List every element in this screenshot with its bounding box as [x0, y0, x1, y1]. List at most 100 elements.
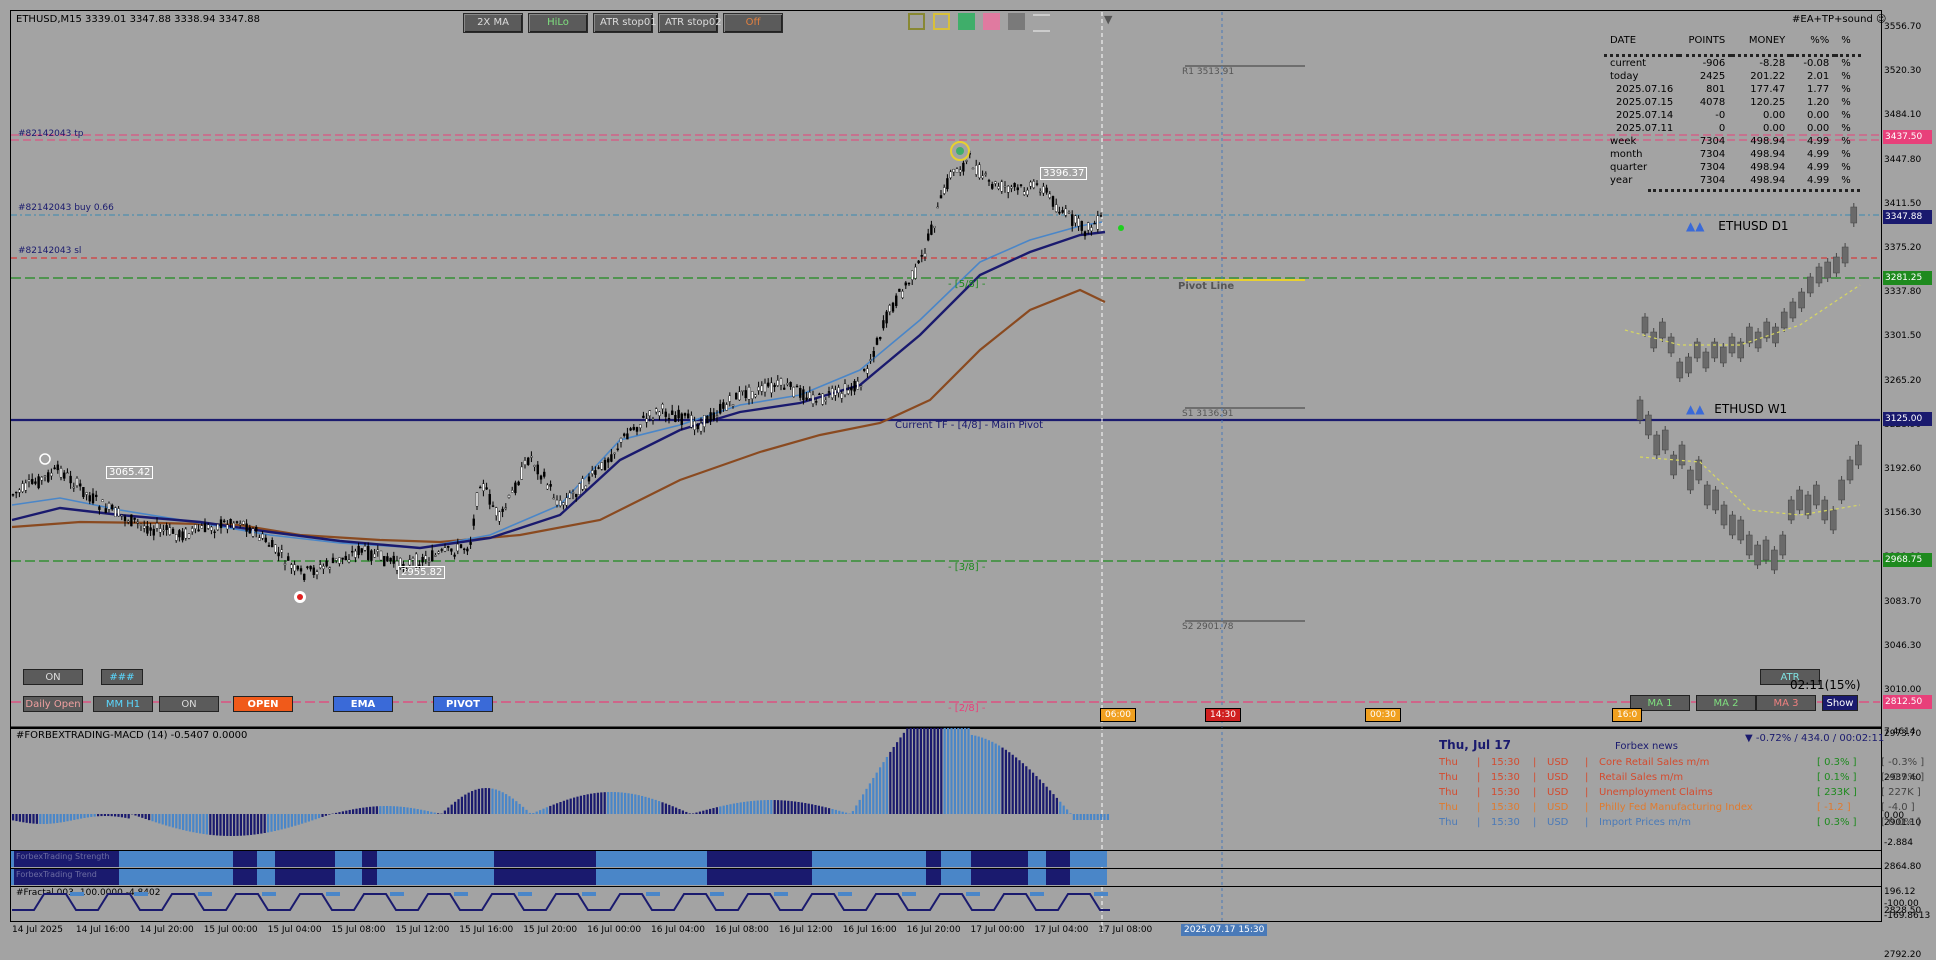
open-button[interactable]: OPEN [233, 696, 293, 712]
strength-bar [1028, 869, 1031, 885]
news-item[interactable]: Thu|15:30|USD|Import Prices m/m[ 0.3% ][… [1435, 815, 1936, 830]
strength-bar [122, 851, 125, 867]
macd-scale-top: 7.4614 [1884, 727, 1916, 737]
candle-body [607, 459, 609, 462]
swatch-pink[interactable] [983, 13, 1000, 30]
strength-bar [131, 869, 134, 885]
candle-body [585, 486, 587, 489]
swatch-green[interactable] [958, 13, 975, 30]
news-item[interactable]: Thu|15:30|USD|Unemployment Claims[ 233K … [1435, 785, 1936, 800]
macd-bar [447, 808, 449, 814]
order-buy-label: #82142043 buy 0.66 [18, 203, 114, 213]
strength-bar [350, 869, 353, 885]
candle-body [934, 226, 936, 228]
strength-bar [239, 869, 242, 885]
stats-cell-unit: % [1835, 148, 1861, 161]
strength-bar [803, 851, 806, 867]
candle-body [994, 182, 996, 184]
toolbar-atr-stop01-button[interactable]: ATR stop01 [593, 13, 653, 33]
strength-bar [866, 869, 869, 885]
stats-cell-pct: 4.99 [1791, 135, 1835, 148]
strength-bar [623, 851, 626, 867]
macd-bar [168, 814, 170, 826]
swatch-olive[interactable] [908, 13, 925, 30]
swatch-gray[interactable] [1008, 13, 1025, 30]
strength-bar [809, 851, 812, 867]
fractal-marker [966, 892, 980, 896]
candle-body [127, 521, 129, 522]
macd-bar [787, 801, 789, 814]
strength-bar [521, 869, 524, 885]
candle-body [342, 558, 344, 559]
hash-button[interactable]: ### [101, 669, 143, 685]
mini-candle-body [1780, 535, 1786, 555]
strength-bar [968, 869, 971, 885]
macd-bar [774, 800, 776, 814]
candle-body [12, 494, 14, 495]
macd-bar [610, 792, 612, 814]
toolbar-hilo-button[interactable]: HiLo [528, 13, 588, 33]
strength-bar [473, 869, 476, 885]
macd-bar [134, 814, 136, 816]
strength-bar [164, 851, 167, 867]
strength-bar [170, 869, 173, 885]
candle-body [441, 549, 443, 550]
strength-bar [959, 869, 962, 885]
candle-body [31, 479, 33, 484]
stats-cell-money: 201.22 [1731, 70, 1791, 83]
news-item[interactable]: Thu|15:30|USD|Retail Sales m/m[ 0.1% ][ … [1435, 770, 1936, 785]
macd-bar [733, 804, 735, 814]
strength-bar [626, 869, 629, 885]
strength-bar [434, 869, 437, 885]
candle-body [498, 512, 500, 521]
swatch-yellow[interactable] [933, 13, 950, 30]
ma2-button[interactable]: MA 2 [1696, 695, 1756, 711]
candle-body [873, 351, 875, 356]
collapse-arrow-icon[interactable]: ▼ [1104, 13, 1112, 26]
candle-body [380, 551, 382, 560]
macd-bar [821, 806, 823, 814]
news-name: Unemployment Claims [1595, 785, 1813, 800]
news-item[interactable]: Thu|15:30|USD|Core Retail Sales m/m[ 0.3… [1435, 755, 1936, 770]
strength-bar [713, 851, 716, 867]
candle-body [297, 566, 299, 569]
candle-body [630, 428, 632, 430]
news-item[interactable]: Thu|15:30|USD|Philly Fed Manufacturing I… [1435, 800, 1936, 815]
macd-bar [556, 803, 558, 814]
strength-bar [1058, 869, 1061, 885]
strength-bar [1064, 869, 1067, 885]
candle-body [50, 473, 52, 476]
macd-bar [1042, 783, 1044, 814]
candle-body [972, 168, 974, 169]
candle-body [73, 487, 75, 488]
pivot-button[interactable]: PIVOT [433, 696, 493, 712]
ema-button[interactable]: EMA [333, 696, 393, 712]
mm-h1-button[interactable]: MM H1 [93, 696, 153, 712]
on-button[interactable]: ON [23, 669, 83, 685]
strength-bar [872, 869, 875, 885]
fractal-marker [838, 892, 852, 896]
candle-body [646, 419, 648, 422]
macd-bar [403, 807, 405, 814]
strength-bar [119, 869, 122, 885]
macd-bar [77, 814, 79, 819]
strength-bar [134, 851, 137, 867]
on2-button[interactable]: ON [159, 696, 219, 712]
strength-bar [119, 851, 122, 867]
daily-open-button[interactable]: Daily Open [23, 696, 83, 712]
toolbar-2x-ma-button[interactable]: 2X MA [463, 13, 523, 33]
candle-body [438, 552, 440, 554]
candle-body [66, 473, 68, 474]
toolbar-atr-stop02-button[interactable]: ATR stop02 [658, 13, 718, 33]
strength-bar [509, 869, 512, 885]
fractal-scale-bottom: -169.8613 [1884, 911, 1930, 921]
candle-body [572, 492, 574, 493]
strength-bar [1097, 851, 1100, 867]
strength-bar [788, 869, 791, 885]
toolbar-off-button[interactable]: Off [723, 13, 783, 33]
swatch-lines-icon[interactable] [1033, 14, 1050, 32]
ma3-button[interactable]: MA 3 [1756, 695, 1816, 711]
show-button[interactable]: Show [1822, 695, 1858, 711]
strength-bar [185, 869, 188, 885]
strength-bar [920, 851, 923, 867]
